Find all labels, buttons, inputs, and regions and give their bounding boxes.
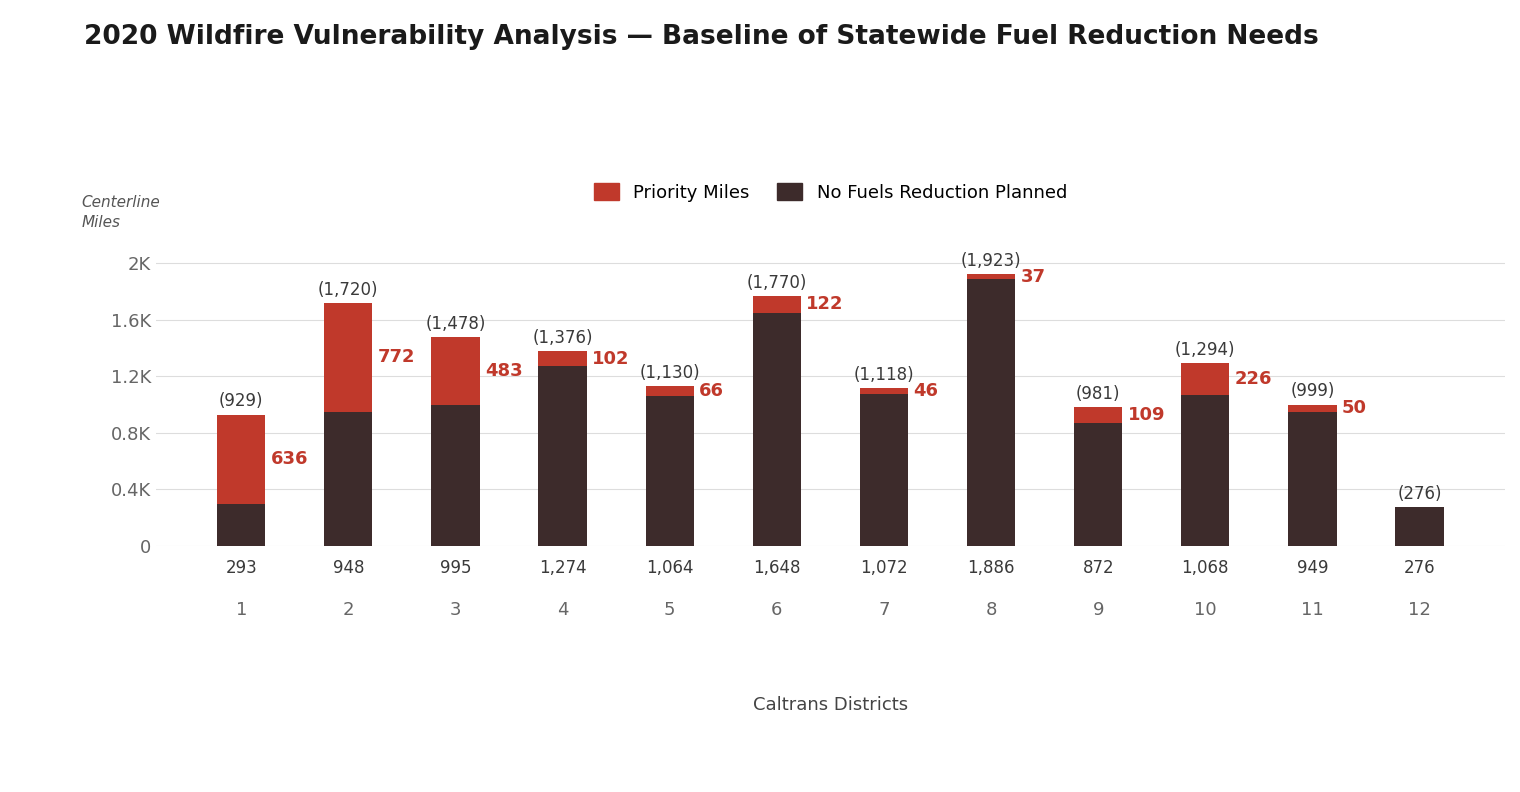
Text: 46: 46 xyxy=(914,383,938,400)
Bar xyxy=(324,303,372,412)
Bar xyxy=(217,414,266,505)
Text: 948: 948 xyxy=(333,559,365,577)
X-axis label: Caltrans Districts: Caltrans Districts xyxy=(752,695,907,714)
Text: 636: 636 xyxy=(271,451,309,468)
Bar xyxy=(1395,507,1444,546)
Bar xyxy=(752,296,801,313)
Text: 1,274: 1,274 xyxy=(538,559,587,577)
Text: (981): (981) xyxy=(1076,385,1120,403)
Bar xyxy=(860,394,907,546)
Text: (1,130): (1,130) xyxy=(640,364,701,382)
Text: 2020 Wildfire Vulnerability Analysis — Baseline of Statewide Fuel Reduction Need: 2020 Wildfire Vulnerability Analysis — B… xyxy=(84,24,1318,50)
Text: (1,118): (1,118) xyxy=(854,366,914,383)
Text: 1,068: 1,068 xyxy=(1181,559,1230,577)
Text: 1,064: 1,064 xyxy=(646,559,693,577)
Text: 50: 50 xyxy=(1342,399,1366,417)
Text: Centerline
Miles: Centerline Miles xyxy=(82,195,160,230)
Text: 483: 483 xyxy=(485,362,523,380)
Bar xyxy=(432,337,480,406)
Bar xyxy=(1075,423,1122,546)
Text: (929): (929) xyxy=(219,392,263,410)
Bar xyxy=(1075,407,1122,423)
Legend: Priority Miles, No Fuels Reduction Planned: Priority Miles, No Fuels Reduction Plann… xyxy=(587,176,1075,209)
Bar xyxy=(217,505,266,546)
Bar xyxy=(967,280,1015,546)
Bar xyxy=(538,352,587,366)
Text: 872: 872 xyxy=(1082,559,1114,577)
Bar xyxy=(1181,395,1230,546)
Text: (999): (999) xyxy=(1290,383,1335,401)
Text: 995: 995 xyxy=(439,559,471,577)
Bar xyxy=(538,366,587,546)
Text: (276): (276) xyxy=(1397,485,1442,502)
Text: (1,720): (1,720) xyxy=(318,280,378,299)
Text: 293: 293 xyxy=(225,559,257,577)
Bar xyxy=(860,388,907,394)
Bar xyxy=(1289,405,1336,412)
Text: (1,923): (1,923) xyxy=(961,252,1021,270)
Text: 1,072: 1,072 xyxy=(860,559,907,577)
Bar xyxy=(1289,412,1336,546)
Text: 226: 226 xyxy=(1234,370,1272,388)
Bar xyxy=(752,313,801,546)
Text: 1,648: 1,648 xyxy=(752,559,801,577)
Bar xyxy=(646,386,693,395)
Text: 66: 66 xyxy=(699,382,724,400)
Text: 1,886: 1,886 xyxy=(967,559,1015,577)
Text: (1,376): (1,376) xyxy=(532,329,593,347)
Bar xyxy=(432,406,480,546)
Bar xyxy=(967,274,1015,280)
Text: 122: 122 xyxy=(806,295,844,314)
Text: 276: 276 xyxy=(1404,559,1435,577)
Text: 37: 37 xyxy=(1020,268,1046,286)
Bar xyxy=(646,395,693,546)
Bar xyxy=(1181,363,1230,395)
Text: (1,294): (1,294) xyxy=(1175,341,1236,359)
Bar xyxy=(324,412,372,546)
Text: 949: 949 xyxy=(1297,559,1328,577)
Text: 102: 102 xyxy=(593,350,629,367)
Text: 109: 109 xyxy=(1128,406,1166,424)
Text: (1,770): (1,770) xyxy=(746,273,807,291)
Text: 772: 772 xyxy=(378,348,415,367)
Text: (1,478): (1,478) xyxy=(426,315,486,333)
